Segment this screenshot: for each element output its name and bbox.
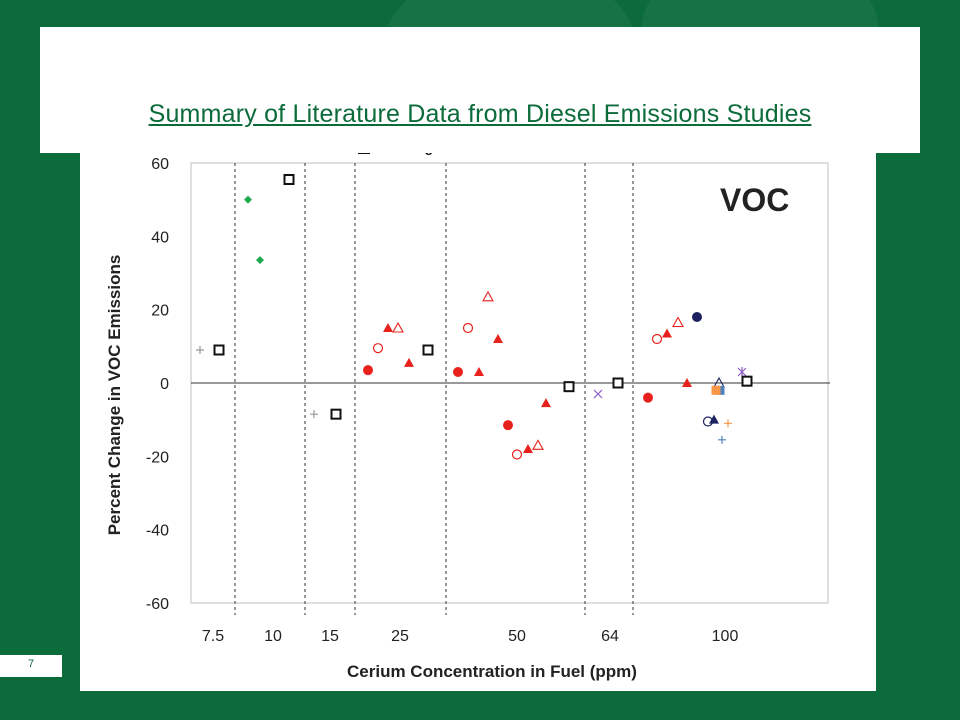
y-tick-label: -20 (146, 449, 169, 466)
average-marker (741, 375, 753, 387)
data-point-plus (724, 419, 732, 428)
data-point-triangle (404, 357, 414, 367)
data-point-circle (692, 312, 702, 322)
data-point-triangle (682, 378, 692, 387)
data-point-circle (453, 367, 463, 377)
data-point-triangle (474, 367, 484, 376)
average-marker (330, 408, 342, 420)
x-tick-label: 50 (508, 628, 526, 645)
x-axis-label: Cerium Concentration in Fuel (ppm) (347, 662, 637, 681)
page-number-box: 7 (0, 655, 62, 677)
data-point-open-triangle (532, 439, 544, 450)
legend-note: = average concentration (376, 153, 537, 155)
data-point-triangle (662, 328, 672, 338)
data-point-open-circle (511, 449, 523, 460)
average-marker (563, 381, 575, 393)
data-point-triangle (709, 414, 719, 424)
data-point-x (593, 389, 603, 399)
data-point-triangle (523, 444, 533, 453)
x-tick-label: 25 (391, 628, 409, 645)
data-point-circle (503, 420, 513, 431)
y-tick-label: 20 (151, 303, 169, 320)
data-point-circle (643, 392, 653, 403)
y-tick-label: 60 (151, 156, 169, 173)
average-marker (422, 344, 434, 356)
x-tick-label: 7.5 (202, 628, 224, 645)
page-title: Summary of Literature Data from Diesel E… (148, 100, 812, 128)
data-point-asterisk (737, 367, 747, 377)
data-point-plus (718, 435, 726, 444)
average-marker (213, 344, 225, 356)
data-point-open-circle (462, 322, 474, 334)
data-point-plus (310, 410, 318, 419)
voc-chart: 60 40 20 0 -20 -40 -60 7.5 10 15 25 50 64 100 Percent … (105, 139, 830, 681)
data-point-open-triangle (672, 316, 684, 328)
data-point-square (711, 385, 721, 395)
average-marker (283, 174, 295, 185)
data-point-plus (196, 346, 204, 354)
average-marker (612, 377, 624, 389)
data-point-diamond (244, 195, 252, 204)
y-tick-label: -40 (146, 523, 169, 540)
data-point-triangle (383, 323, 393, 332)
y-tick-label: -60 (146, 596, 169, 613)
data-point-diamond (256, 256, 264, 265)
data-point-open-circle (651, 333, 663, 345)
data-point-open-circle (372, 343, 384, 354)
data-point-triangle (493, 334, 503, 343)
x-tick-label: 15 (321, 628, 339, 645)
y-axis-label: Percent Change in VOC Emissions (105, 255, 124, 536)
page-number: 7 (27, 658, 35, 670)
data-point-circle (363, 365, 373, 376)
y-tick-label: 0 (160, 376, 169, 393)
x-tick-label: 100 (712, 628, 739, 645)
data-point-open-triangle (392, 321, 404, 333)
x-tick-label: 10 (264, 628, 282, 645)
y-tick-label: 40 (151, 229, 169, 246)
x-tick-label: 64 (601, 628, 619, 645)
data-point-open-triangle (482, 290, 494, 302)
chart-title: VOC (720, 182, 789, 218)
chart-panel: 60 40 20 0 -20 -40 -60 7.5 10 15 25 50 64 100 Percent … (80, 139, 876, 691)
title-box: Summary of Literature Data from Diesel E… (40, 27, 920, 153)
data-point-triangle (541, 398, 551, 408)
